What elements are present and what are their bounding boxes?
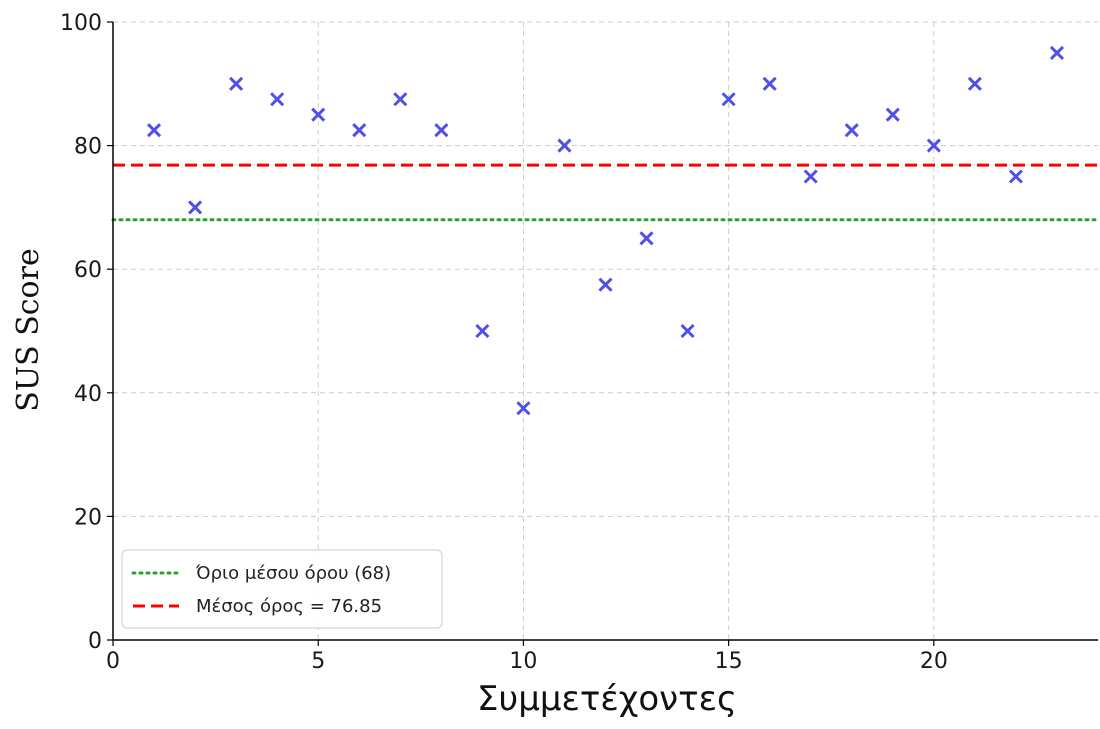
y-tick-label: 20	[74, 505, 102, 530]
data-point	[926, 138, 941, 153]
x-tick-label: 10	[509, 649, 537, 674]
data-point	[393, 92, 408, 107]
data-point	[146, 123, 162, 138]
data-point	[516, 401, 531, 416]
y-tick-label: 40	[74, 382, 102, 407]
axes	[107, 21, 1098, 646]
y-axis-label: SUS Score	[11, 248, 46, 411]
grid-lines	[112, 21, 1098, 641]
data-point	[557, 138, 572, 153]
legend-entry: Όριο μέσου όρου (68)	[195, 563, 391, 584]
data-point	[598, 277, 613, 292]
x-tick-label: 20	[920, 649, 948, 674]
legend: Όριο μέσου όρου (68) Μέσος όρος = 76.85	[121, 549, 443, 629]
x-tick-label: 15	[715, 649, 743, 674]
legend-entry: Μέσος όρος = 76.85	[196, 596, 382, 617]
y-tick-label: 80	[74, 135, 102, 160]
x-axis-label: Συμμετέχοντες	[477, 679, 737, 719]
data-point	[229, 76, 244, 91]
data-point	[762, 76, 777, 91]
data-point	[1049, 45, 1065, 60]
y-tick-label: 100	[60, 11, 102, 36]
tick-labels: 0 5 10 15 20 0 20 40 60 80 100	[60, 11, 948, 674]
y-tick-label: 60	[74, 258, 102, 283]
data-point	[967, 76, 982, 91]
x-tick-label: 0	[106, 649, 120, 674]
data-point	[352, 123, 367, 138]
data-point	[721, 92, 736, 107]
data-point	[475, 323, 490, 339]
data-point	[188, 200, 203, 215]
y-tick-label: 0	[88, 629, 102, 654]
data-point	[270, 92, 285, 107]
reference-lines	[111, 163, 1100, 222]
data-point	[639, 231, 654, 246]
legend-box	[121, 549, 443, 629]
data-point	[844, 123, 859, 138]
data-point	[803, 169, 818, 184]
data-point	[311, 107, 326, 122]
data-point	[680, 323, 695, 339]
data-point	[885, 107, 900, 122]
data-point	[1008, 169, 1023, 184]
data-point	[434, 123, 449, 138]
data-points	[146, 45, 1065, 416]
x-tick-label: 5	[311, 649, 325, 674]
